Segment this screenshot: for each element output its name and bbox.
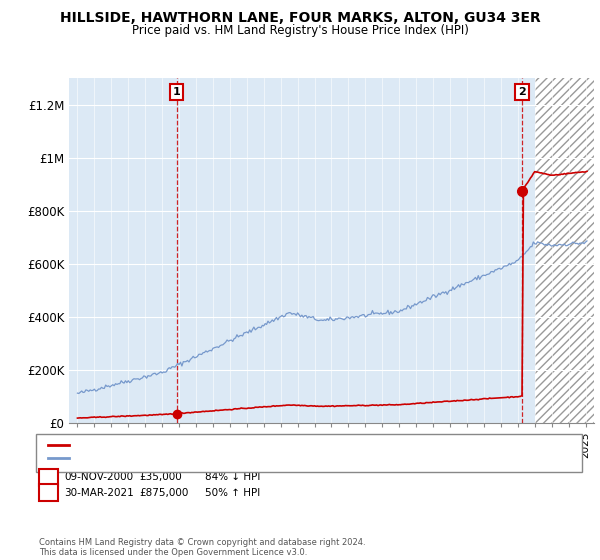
Text: 84% ↓ HPI: 84% ↓ HPI — [205, 472, 260, 482]
Text: HILLSIDE, HAWTHORN LANE, FOUR MARKS, ALTON, GU34 3ER (detached house): HILLSIDE, HAWTHORN LANE, FOUR MARKS, ALT… — [74, 440, 472, 450]
Text: 30-MAR-2021: 30-MAR-2021 — [64, 488, 134, 498]
Text: £875,000: £875,000 — [139, 488, 188, 498]
Text: 1: 1 — [173, 87, 181, 97]
Text: 1: 1 — [45, 472, 52, 482]
Text: HILLSIDE, HAWTHORN LANE, FOUR MARKS, ALTON, GU34 3ER: HILLSIDE, HAWTHORN LANE, FOUR MARKS, ALT… — [59, 11, 541, 25]
Text: 2: 2 — [518, 87, 526, 97]
Text: HPI: Average price, detached house, East Hampshire: HPI: Average price, detached house, East… — [74, 453, 337, 463]
Text: Price paid vs. HM Land Registry's House Price Index (HPI): Price paid vs. HM Land Registry's House … — [131, 24, 469, 36]
Text: 09-NOV-2000: 09-NOV-2000 — [64, 472, 133, 482]
Text: Contains HM Land Registry data © Crown copyright and database right 2024.
This d: Contains HM Land Registry data © Crown c… — [39, 538, 365, 557]
Text: 2: 2 — [45, 488, 52, 498]
Bar — [69, 78, 535, 423]
Text: £35,000: £35,000 — [139, 472, 182, 482]
Text: 50% ↑ HPI: 50% ↑ HPI — [205, 488, 260, 498]
Bar — [535, 78, 594, 423]
